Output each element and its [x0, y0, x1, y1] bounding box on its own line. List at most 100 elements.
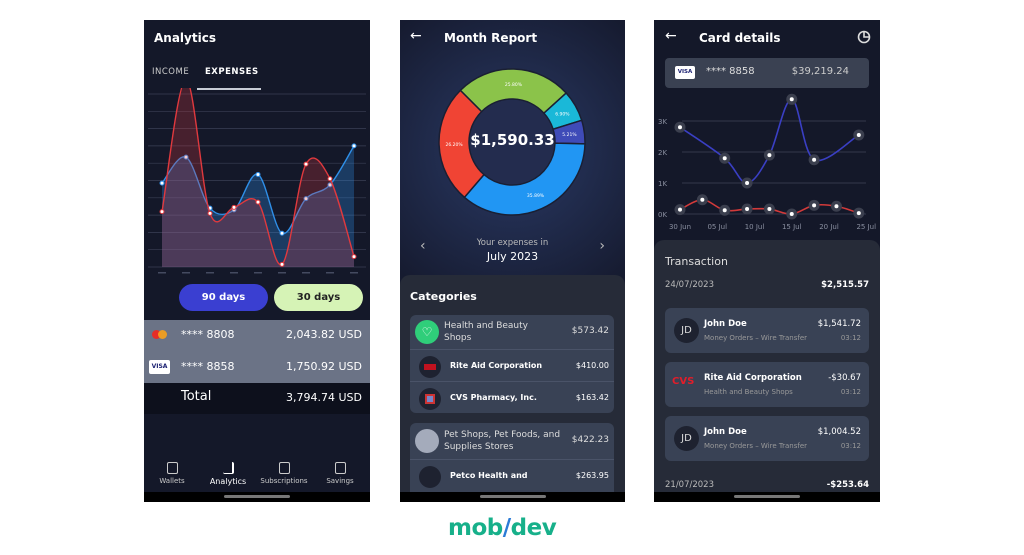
tab-income[interactable]: INCOME	[152, 67, 190, 77]
data-point	[303, 161, 309, 167]
y-tick-label: 2K	[658, 149, 667, 157]
data-point	[767, 153, 772, 158]
data-point	[279, 230, 285, 236]
transaction-item[interactable]: CVS Rite Aid Corporation Health and Beauty…	[665, 362, 869, 407]
slice-label: 25.80%	[505, 82, 523, 88]
transactions-panel: Transaction 24/07/2023 $2,515.57 JD John …	[654, 240, 880, 502]
data-point	[856, 132, 861, 137]
home-indicator[interactable]	[479, 495, 546, 498]
home-indicator[interactable]	[734, 495, 800, 498]
data-point	[255, 199, 261, 205]
data-point	[327, 176, 333, 182]
x-tick-label: 20 Jul	[819, 223, 839, 231]
cvs-logo-icon: CVS	[672, 376, 695, 387]
pie-chart-icon[interactable]	[857, 30, 871, 44]
card-row[interactable]: **** 8808 2,043.82 USD	[144, 320, 370, 351]
card-row[interactable]: VISA **** 8858 1,750.92 USD	[144, 352, 370, 383]
merchant-row[interactable]: Rite Aid Corporation $410.00	[410, 349, 614, 382]
cvs-logo-icon	[419, 388, 441, 410]
series-area	[162, 88, 354, 267]
y-tick-label: 3K	[658, 118, 667, 126]
expenses-chart	[148, 88, 366, 274]
nav-savings[interactable]: Savings	[312, 462, 368, 485]
x-tick-label	[206, 272, 214, 274]
data-point	[183, 154, 189, 160]
data-point	[700, 197, 705, 202]
rite-aid-logo-icon	[419, 356, 441, 378]
category-amount: $573.42	[571, 326, 609, 336]
card-number: **** 8858	[706, 66, 755, 77]
data-point	[856, 211, 861, 216]
data-point	[834, 204, 839, 209]
category-amount: $422.23	[571, 435, 609, 445]
cards-list	[144, 320, 370, 383]
month-report-screen: ← Month Report 25.80% 6.90% 5.21% 35.89% 26.…	[400, 20, 625, 502]
prev-month-button[interactable]: ‹	[420, 238, 426, 254]
data-point	[722, 156, 727, 161]
nav-analytics[interactable]: Analytics	[200, 462, 256, 486]
90-days-button[interactable]: 90 days	[179, 284, 268, 311]
merchant-row[interactable]: CVS Pharmacy, Inc. $163.42	[410, 381, 614, 414]
analytics-screen: Analytics INCOME EXPENSES 90 days 30 day…	[144, 20, 370, 502]
donut-total: $1,590.33	[470, 131, 555, 149]
bar-chart-icon	[222, 462, 234, 474]
x-tick-label	[254, 272, 262, 274]
day-date: 21/07/2023	[665, 480, 714, 490]
data-point	[745, 181, 750, 185]
period-caption: Your expenses in	[476, 238, 549, 248]
heart-icon: ♡	[415, 320, 439, 344]
slice-label: 6.90%	[555, 111, 570, 117]
data-point	[678, 125, 682, 130]
card-amount: 1,750.92 USD	[286, 360, 362, 373]
30-days-button[interactable]: 30 days	[274, 284, 363, 311]
category-name: Health and Beauty Shops	[444, 321, 528, 343]
data-point	[767, 207, 772, 212]
category-group[interactable]: ♡ Health and Beauty Shops $573.42 Rite A…	[410, 315, 614, 413]
slice-label: 5.21%	[562, 132, 577, 138]
y-tick-label: 0K	[658, 211, 667, 219]
merchant-row[interactable]: Petco Health and $263.95	[410, 459, 614, 492]
donut-slice	[438, 89, 486, 199]
back-arrow-icon[interactable]: ←	[665, 28, 677, 44]
mobidev-logo: mob/dev	[448, 515, 557, 541]
avatar: JD	[674, 318, 699, 343]
tab-indicator	[197, 88, 261, 90]
back-arrow-icon[interactable]: ←	[410, 28, 422, 44]
data-point	[789, 212, 794, 216]
data-point	[159, 209, 165, 215]
total-amount: 3,794.74 USD	[286, 391, 362, 404]
page-title: Card details	[699, 31, 781, 45]
data-point	[789, 97, 794, 102]
total-label: Total	[181, 389, 212, 404]
tab-expenses[interactable]: EXPENSES	[205, 67, 259, 77]
transaction-item[interactable]: JD John Doe Money Orders – Wire Transfer $1…	[665, 308, 869, 353]
data-point	[678, 207, 682, 212]
categories-panel: Categories ♡ Health and Beauty Shops $57…	[400, 275, 625, 502]
donut-center	[470, 100, 554, 184]
next-month-button[interactable]: ›	[599, 238, 605, 254]
x-tick-label: 15 Jul	[782, 223, 802, 231]
x-tick-label	[278, 272, 286, 274]
nav-subscriptions[interactable]: Subscriptions	[256, 462, 312, 485]
x-tick-label	[182, 272, 190, 274]
category-group[interactable]: Pet Shops, Pet Foods, and Supplies Store…	[410, 423, 614, 502]
data-point	[303, 196, 309, 202]
x-tick-label: 05 Jul	[707, 223, 727, 231]
mastercard-icon	[152, 330, 161, 339]
card-balance: $39,219.24	[791, 66, 849, 77]
pet-icon	[415, 429, 439, 453]
data-point	[231, 204, 237, 210]
transactions-title: Transaction	[665, 255, 728, 268]
card-summary[interactable]: VISA **** 8858 $39,219.24	[665, 58, 869, 88]
petco-logo-icon	[419, 466, 441, 488]
card-details-screen: ← Card details VISA **** 8858 $39,219.24…	[654, 20, 880, 502]
wallet-icon	[166, 462, 178, 474]
data-point	[159, 180, 165, 186]
period-label: July 2023	[486, 250, 539, 263]
home-indicator[interactable]	[224, 495, 290, 498]
transaction-item[interactable]: JD John Doe Money Orders – Wire Transfer $1…	[665, 416, 869, 461]
day-total: $2,515.57	[821, 280, 869, 290]
nav-wallets[interactable]: Wallets	[144, 462, 200, 485]
card-number: **** 8808	[181, 328, 235, 341]
data-point	[812, 157, 817, 162]
